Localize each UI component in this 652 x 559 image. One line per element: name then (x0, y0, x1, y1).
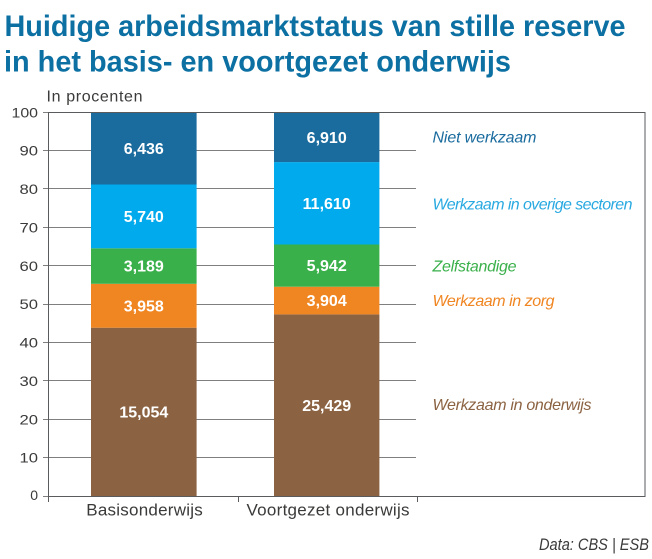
svg-text:90: 90 (20, 143, 39, 159)
svg-text:Basisonderwijs: Basisonderwijs (86, 501, 203, 520)
svg-text:Werkzaam in zorg: Werkzaam in zorg (433, 293, 555, 310)
svg-text:60: 60 (20, 258, 39, 274)
svg-text:Huidige arbeidsmarktstatus van: Huidige arbeidsmarktstatus van stille re… (5, 10, 626, 43)
svg-text:Voortgezet onderwijs: Voortgezet onderwijs (247, 501, 410, 520)
svg-text:11,610: 11,610 (303, 196, 351, 213)
svg-text:5,942: 5,942 (307, 258, 347, 275)
svg-text:3,904: 3,904 (307, 293, 347, 310)
svg-text:Zelfstandige: Zelfstandige (432, 258, 517, 275)
svg-text:Werkzaam in overige sectoren: Werkzaam in overige sectoren (433, 197, 633, 214)
svg-text:15,054: 15,054 (119, 405, 168, 422)
svg-text:3,958: 3,958 (124, 298, 164, 315)
svg-text:Werkzaam in onderwijs: Werkzaam in onderwijs (433, 397, 592, 414)
svg-text:20: 20 (20, 411, 39, 427)
svg-text:80: 80 (20, 181, 39, 197)
svg-text:0: 0 (30, 487, 38, 503)
svg-text:30: 30 (20, 373, 39, 389)
svg-text:Niet werkzaam: Niet werkzaam (433, 129, 537, 146)
svg-text:10: 10 (20, 450, 39, 466)
svg-text:6,910: 6,910 (307, 130, 347, 147)
svg-text:In procenten: In procenten (47, 89, 143, 106)
svg-text:40: 40 (20, 335, 39, 351)
svg-text:50: 50 (20, 296, 39, 312)
svg-text:25,429: 25,429 (302, 398, 351, 415)
svg-text:70: 70 (20, 219, 39, 235)
svg-text:in het basis- en voortgezet on: in het basis- en voortgezet onderwijs (4, 46, 511, 79)
svg-text:6,436: 6,436 (124, 141, 164, 158)
svg-text:Data: CBS | ESB: Data: CBS | ESB (539, 535, 649, 554)
svg-text:100: 100 (12, 105, 39, 121)
svg-text:3,189: 3,189 (124, 259, 164, 276)
svg-text:5,740: 5,740 (124, 209, 164, 226)
